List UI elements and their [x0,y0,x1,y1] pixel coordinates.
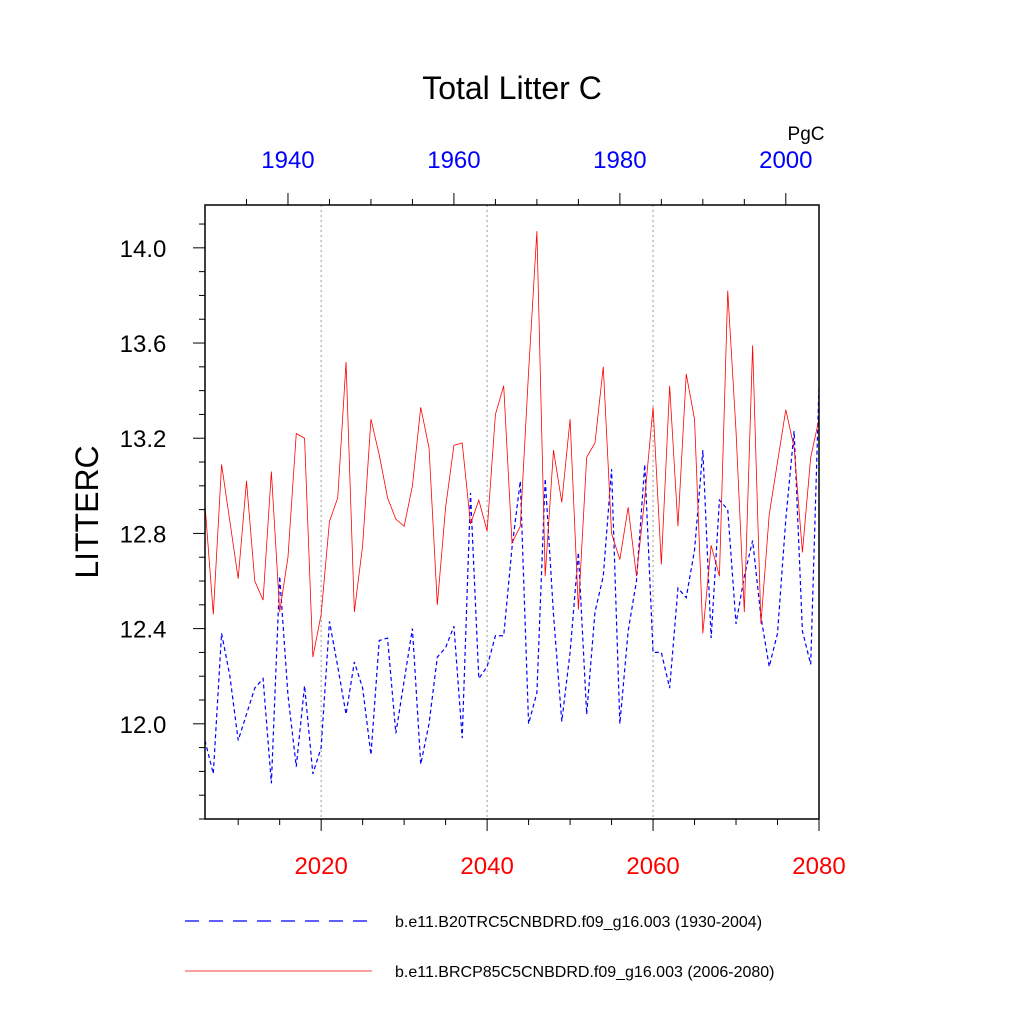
y-tick-label: 14.0 [120,236,167,263]
x-top-tick-label: 1980 [593,147,646,174]
legend-label: b.e11.B20TRC5CNBDRD.f09_g16.003 (1930-20… [395,914,762,931]
legend: b.e11.B20TRC5CNBDRD.f09_g16.003 (1930-20… [185,914,774,981]
axes: 12.0 12.4 12.8 13.2 13.6 14.0 2020 2040 2060 2080… [120,147,846,880]
x-top-tick-label: 1960 [427,147,480,174]
legend-label: b.e11.BRCP85C5CNBDRD.f09_g16.003 (2006-2… [395,964,774,981]
series-line-historical [205,385,819,784]
chart-title: Total Litter C [422,70,602,106]
x-top-tick-label: 2000 [759,147,812,174]
y-axis-label: LITTERC [69,445,105,578]
y-tick-label: 12.8 [120,521,167,548]
units-label: PgC [788,124,825,145]
y-tick-label: 12.0 [120,712,167,739]
y-tick-label: 12.4 [120,617,167,644]
series-group [205,231,819,784]
x-bottom-tick-label: 2020 [294,853,347,880]
y-tick-label: 13.2 [120,426,167,453]
x-bottom-tick-label: 2080 [792,853,845,880]
plot-frame [204,204,820,820]
series-line-projection [205,231,819,658]
x-top-tick-label: 1940 [261,147,314,174]
grid [320,205,654,819]
x-bottom-tick-label: 2040 [460,853,513,880]
y-tick-label: 13.6 [120,331,167,358]
x-bottom-tick-label: 2060 [626,853,679,880]
